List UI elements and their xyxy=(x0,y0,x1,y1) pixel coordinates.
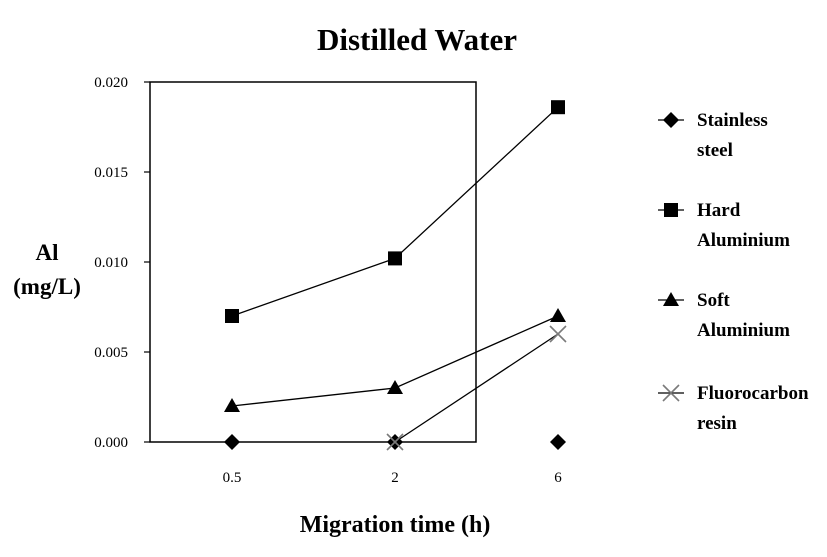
x-tick-label: 2 xyxy=(391,470,399,486)
legend: Stainless steel Hard Aluminium Soft Aluminium… xyxy=(658,110,809,434)
series-markers xyxy=(224,100,567,451)
data-point-square xyxy=(388,251,402,266)
data-point-square xyxy=(551,100,565,115)
legend-label: Hard xyxy=(697,200,741,221)
series-line-3 xyxy=(394,333,559,443)
legend-entry: Hard Aluminium xyxy=(658,200,790,251)
legend-label: Stainless xyxy=(697,110,768,131)
data-point-triangle xyxy=(550,308,566,322)
legend-label: Soft xyxy=(697,290,730,311)
legend-entry: Soft Aluminium xyxy=(658,290,790,341)
y-axis-label-line-2: (mg/L) xyxy=(13,274,81,299)
data-point-diamond xyxy=(224,434,240,450)
legend-entry: Fluorocarbon resin xyxy=(658,383,809,434)
y-tick-label: 0.010 xyxy=(94,255,128,271)
y-axis-label: Al (mg/L) xyxy=(13,240,81,299)
x-tick-label: 0.5 xyxy=(223,470,242,486)
plot-frame xyxy=(149,81,477,443)
x-tick-label: 6 xyxy=(554,470,562,486)
data-point-x xyxy=(386,433,404,451)
y-axis-ticks: 0.000 0.005 0.010 0.015 0.020 xyxy=(94,75,150,451)
legend-label: Aluminium xyxy=(697,230,790,251)
x-axis-label: Migration time (h) xyxy=(300,512,491,538)
y-tick-label: 0.000 xyxy=(94,435,128,451)
data-point-x xyxy=(549,325,567,343)
y-tick-label: 0.020 xyxy=(94,75,128,91)
data-point-diamond xyxy=(550,434,566,450)
legend-entry: Stainless steel xyxy=(658,110,768,161)
legend-marker-x xyxy=(662,384,680,402)
legend-label: steel xyxy=(697,140,733,161)
y-tick-label: 0.015 xyxy=(94,165,128,181)
data-point-triangle xyxy=(224,398,240,412)
data-point-triangle xyxy=(387,380,403,394)
legend-label: resin xyxy=(697,413,737,434)
y-tick-label: 0.005 xyxy=(94,345,128,361)
x-axis-ticks: 0.5 2 6 xyxy=(223,442,562,486)
legend-label: Fluorocarbon xyxy=(697,383,809,404)
legend-marker-diamond xyxy=(663,112,679,128)
legend-marker-square xyxy=(664,203,678,217)
legend-marker-triangle xyxy=(663,292,679,306)
legend-label: Aluminium xyxy=(697,320,790,341)
chart-title: Distilled Water xyxy=(317,22,517,57)
data-point-square xyxy=(225,309,239,323)
y-axis-label-line-1: Al xyxy=(36,240,59,265)
